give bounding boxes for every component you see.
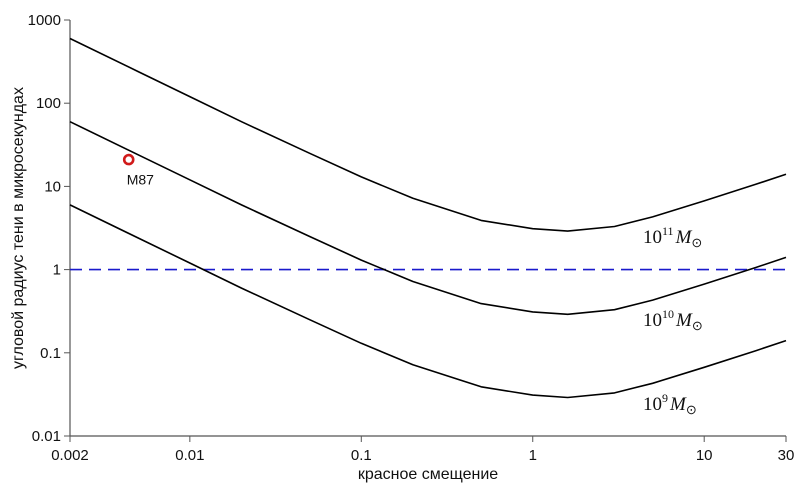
y-tick-label: 0.1 <box>40 345 61 362</box>
x-tick-label: 30 <box>778 447 795 464</box>
series-group: 1011 M⊙ 1010 M⊙ 109 M⊙ <box>69 37 787 417</box>
m87-point <box>122 153 135 166</box>
y-tick-label: 10 <box>44 178 61 195</box>
axes: 0.002 0.01 0.1 1 10 30 0.01 0.1 1 10 100 1000 <box>28 12 795 464</box>
y-tick-label: 1 <box>53 262 61 279</box>
y-tick-label: 0.01 <box>32 428 61 445</box>
labels: красное смещение угловой радиус тени в м… <box>10 87 498 483</box>
x-axis-title: красное смещение <box>358 466 498 483</box>
y-tick-label: 1000 <box>28 12 61 29</box>
x-tick-label: 0.1 <box>351 447 372 464</box>
x-tick-label: 0.002 <box>51 447 89 464</box>
data-point-group: M87 <box>122 153 154 188</box>
series-label-10: 1010 M⊙ <box>643 307 703 333</box>
series-label-11: 1011 M⊙ <box>643 224 702 250</box>
series-line-9 <box>69 204 787 399</box>
x-tick-label: 1 <box>529 447 537 464</box>
m87-label: M87 <box>127 172 154 188</box>
series-line-10 <box>69 120 787 316</box>
series-label-9: 109 M⊙ <box>643 391 697 417</box>
series-line-11 <box>69 37 787 232</box>
y-axis-title: угловой радиус тени в микросекундах <box>10 87 27 369</box>
y-tick-label: 100 <box>36 95 61 112</box>
x-tick-label: 0.01 <box>175 447 204 464</box>
x-tick-label: 10 <box>696 447 713 464</box>
